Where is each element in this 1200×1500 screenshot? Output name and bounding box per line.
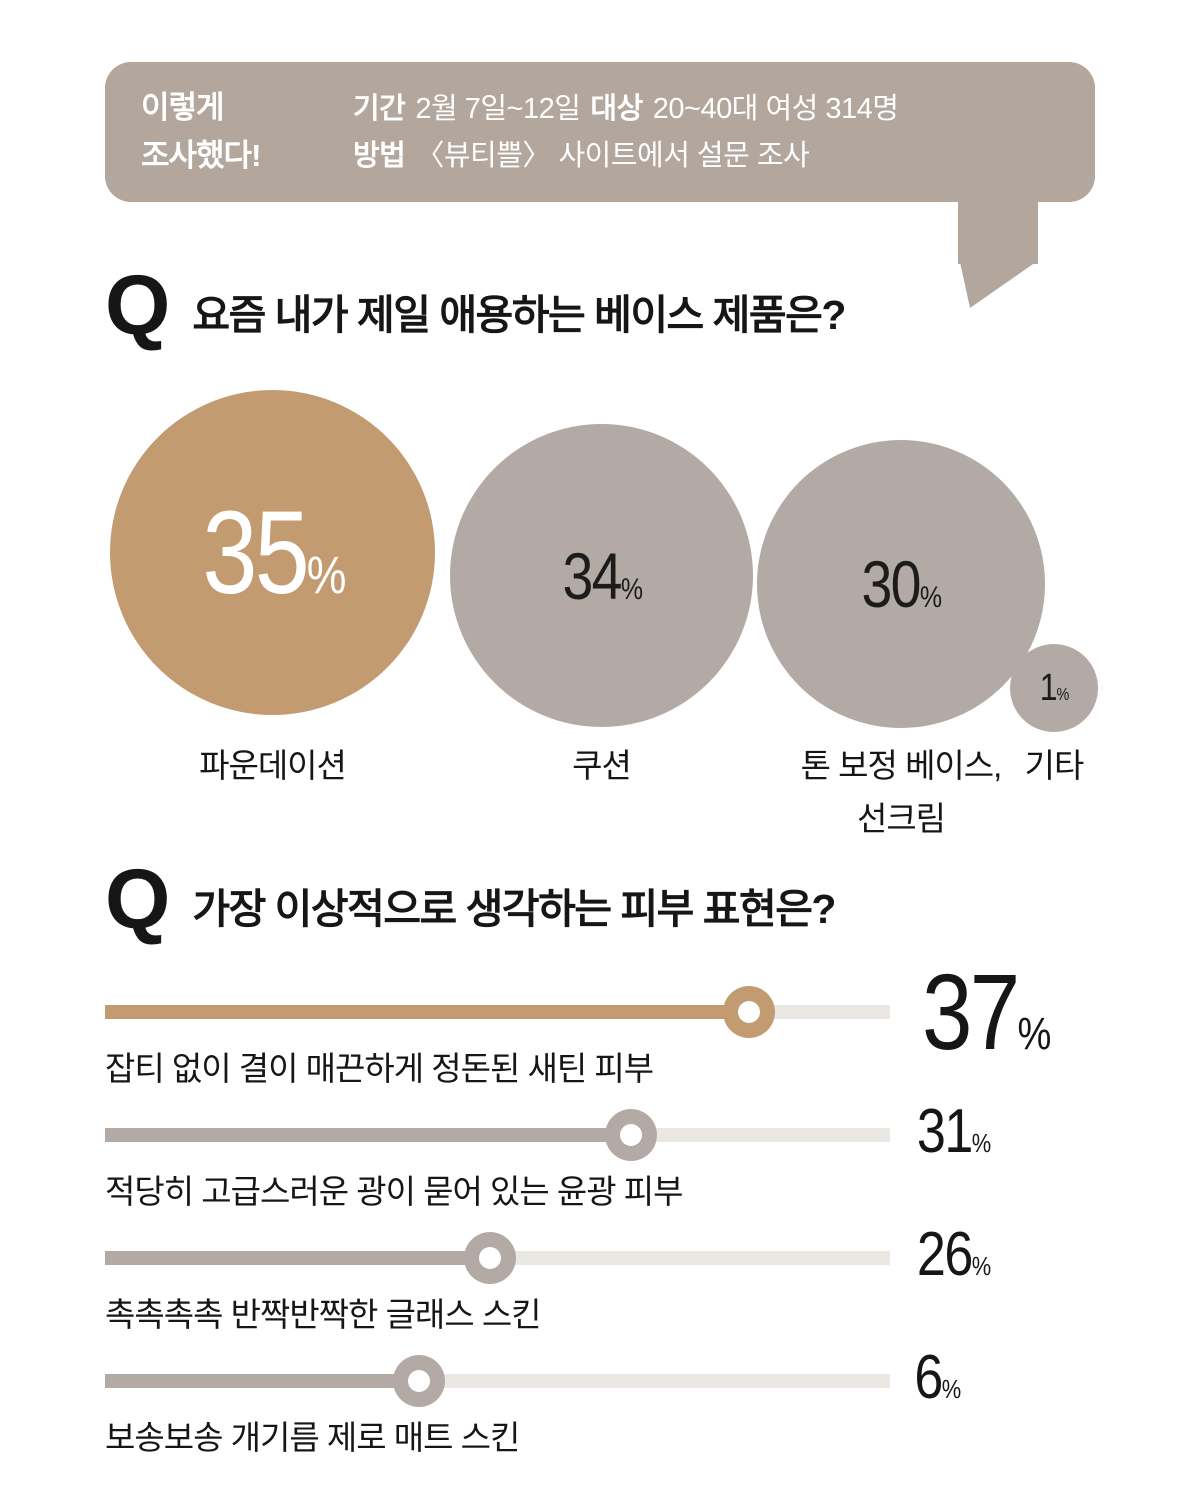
slider-percent-unit: % [971, 1128, 991, 1158]
slider-percent: 37% [910, 958, 1061, 1066]
bubble-info: 기간 2월 7일~12일 대상 20~40대 여성 314명 방법 〈뷰티쁠〉 사이트에… [353, 86, 908, 180]
slider-percent-number: 37 [922, 951, 1020, 1072]
slider-knob-hole [408, 1370, 430, 1392]
bubble-foundation-number: 35 [201, 486, 309, 619]
slider-knob-hole [478, 1247, 501, 1269]
bubble-etc-unit: % [1056, 684, 1069, 704]
info-label-target: 대상 [590, 93, 643, 125]
q1-bubble-chart: 35% 34% 30% 1% 파운데이션 쿠션 톤 보정 베이스, 선크림 기타 [110, 390, 1098, 846]
info-line-method: 방법 〈뷰티쁠〉 사이트에서 설문 조사 [353, 133, 908, 180]
info-label-period: 기간 [353, 93, 406, 125]
q2-q-mark: Q [105, 852, 170, 946]
slider-percent-value: 6% [914, 1347, 961, 1409]
bubble-title-line2: 조사했다! [141, 138, 261, 174]
bubble-label-etc: 기타 [1024, 747, 1085, 784]
bubble-foundation-unit: % [306, 545, 346, 605]
slider-fill [105, 1005, 749, 1019]
slider-percent-number: 31 [916, 1097, 973, 1166]
slider-label: 보송보송 개기름 제로 매트 스킨 [105, 1419, 520, 1456]
slider-knob [604, 1109, 657, 1161]
bubble-label-tone-base-line1: 톤 보정 베이스, [800, 747, 1003, 784]
slider-glass-skin: 26% 촉촉촉촉 반짝반짝한 글래스 스킨 [105, 1216, 1115, 1339]
slider-label: 촉촉촉촉 반짝반짝한 글래스 스킨 [105, 1296, 542, 1333]
slider-percent-number: 6 [914, 1343, 943, 1412]
slider-percent: 31% [910, 1101, 997, 1163]
bubble-tone-base: 30% [757, 440, 1045, 728]
slider-percent-value: 26% [917, 1224, 991, 1286]
bubble-label-tone-base: 톤 보정 베이스, 선크림 [757, 740, 1045, 846]
slider-label: 잡티 없이 결이 매끈하게 정돈된 새틴 피부 [105, 1050, 654, 1087]
bubble-title-line1: 이렇게 [141, 90, 225, 125]
bubble-foundation: 35% [110, 390, 435, 715]
slider-matte-skin: 6% 보송보송 개기름 제로 매트 스킨 [105, 1339, 1115, 1462]
info-value-method: 〈뷰티쁠〉 사이트에서 설문 조사 [415, 139, 810, 172]
bubble-cushion-value: 34% [562, 538, 643, 614]
info-value-period: 2월 7일~12일 [415, 93, 581, 125]
bubble-foundation-value: 35% [201, 485, 346, 621]
bubble-tone-base-number: 30 [861, 547, 922, 621]
slider-percent-number: 26 [916, 1220, 973, 1289]
bubble-etc-value: 1% [1039, 666, 1070, 710]
question-1-title: 요즘 내가 제일 애용하는 베이스 제품은? [192, 291, 846, 338]
slider-percent: 26% [910, 1224, 997, 1286]
slider-track [105, 1232, 890, 1284]
slider-knob [722, 986, 775, 1038]
slider-knob [393, 1355, 445, 1407]
bubble-cushion: 34% [450, 424, 753, 727]
slider-fill [105, 1251, 490, 1265]
slider-track [105, 1355, 890, 1407]
slider-percent: 6% [910, 1347, 964, 1409]
q1-q-mark: Q [105, 258, 170, 352]
slider-percent-unit: % [1017, 1008, 1052, 1059]
question-2-heading: Q 가장 이상적으로 생각하는 피부 표현은? [105, 852, 836, 946]
slider-fill [105, 1128, 631, 1142]
slider-knob-hole [737, 1001, 760, 1023]
bubble-tone-base-value: 30% [861, 546, 943, 622]
info-value-target: 20~40대 여성 314명 [652, 93, 899, 125]
survey-method-bubble: 이렇게 조사했다! 기간 2월 7일~12일 대상 20~40대 여성 314명 방법… [105, 62, 1095, 308]
slider-track [105, 1109, 890, 1161]
slider-glow-skin: 31% 적당히 고급스러운 광이 묻어 있는 윤광 피부 [105, 1093, 1115, 1216]
slider-percent-value: 37% [922, 958, 1052, 1066]
question-2-title: 가장 이상적으로 생각하는 피부 표현은? [192, 885, 836, 932]
bubble-cushion-number: 34 [562, 538, 622, 613]
bubble-label-foundation: 파운데이션 [199, 747, 347, 784]
slider-percent-value: 31% [917, 1101, 991, 1163]
bubble-cushion-unit: % [620, 572, 642, 606]
slider-percent-unit: % [971, 1251, 991, 1281]
bubble-tone-base-unit: % [919, 581, 942, 614]
slider-satin-skin: 37% 잡티 없이 결이 매끈하게 정돈된 새틴 피부 [105, 958, 1115, 1093]
slider-label: 적당히 고급스러운 광이 묻어 있는 윤광 피부 [105, 1173, 683, 1210]
slider-knob [463, 1232, 516, 1284]
bubble-label-tone-base-line2: 선크림 [856, 799, 946, 837]
slider-percent-unit: % [941, 1374, 961, 1404]
bubble-etc: 1% [1010, 644, 1098, 732]
slider-track [105, 986, 890, 1038]
bubble-label-cushion: 쿠션 [572, 747, 632, 784]
slider-fill [105, 1374, 419, 1388]
info-line-period-target: 기간 2월 7일~12일 대상 20~40대 여성 314명 [353, 86, 908, 133]
bubble-etc-number: 1 [1039, 666, 1058, 709]
question-1-heading: Q 요즘 내가 제일 애용하는 베이스 제품은? [105, 258, 846, 352]
info-label-method: 방법 [353, 139, 406, 172]
speech-bubble-tail-icon [958, 200, 1038, 308]
bubble-title: 이렇게 조사했다! [141, 84, 261, 180]
slider-knob-hole [619, 1124, 642, 1146]
